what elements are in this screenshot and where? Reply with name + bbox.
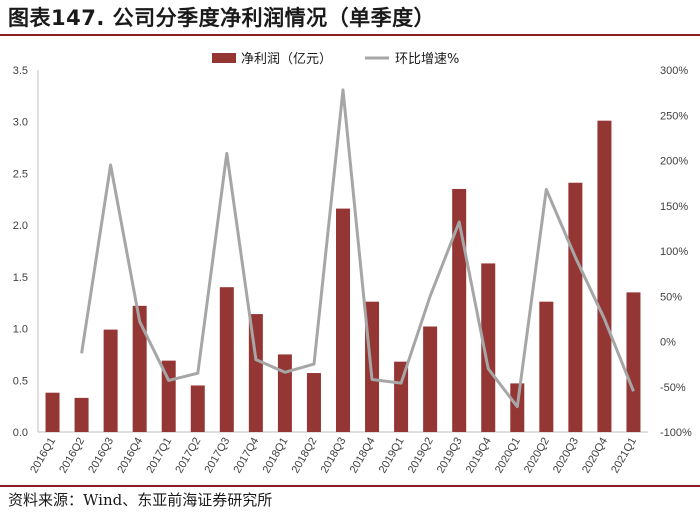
right-axis-tick-label: 200% — [660, 156, 688, 168]
bar-2020Q2 — [539, 301, 554, 432]
bar-2019Q2 — [423, 326, 438, 432]
x-axis-tick-label: 2018Q4 — [348, 436, 378, 476]
page-title: 图表147. 公司分季度净利润情况（单季度） — [8, 6, 436, 30]
x-axis-tick-label: 2016Q2 — [57, 436, 87, 476]
bar-2018Q2 — [306, 373, 321, 432]
bar-2018Q1 — [277, 354, 292, 432]
x-axis-tick-label: 2021Q1 — [609, 436, 639, 476]
right-axis-tick-label: -50% — [660, 382, 686, 394]
x-axis-tick-label: 2016Q4 — [115, 436, 145, 476]
left-axis-tick-label: 0.0 — [13, 427, 28, 439]
left-axis-tick-label: 2.0 — [13, 220, 28, 232]
x-axis-tick-label: 2019Q4 — [464, 436, 494, 476]
x-axis-tick-label: 2019Q1 — [377, 436, 407, 476]
bar-2019Q3 — [452, 188, 467, 432]
x-axis-tick-label: 2017Q1 — [144, 436, 174, 476]
bar-2017Q3 — [219, 287, 234, 432]
x-axis-tick-label: 2016Q1 — [28, 436, 58, 476]
right-axis-tick-label: -100% — [660, 427, 692, 439]
x-axis-tick-label: 2019Q2 — [406, 436, 436, 476]
bar-2020Q3 — [568, 182, 583, 432]
bar-2019Q1 — [394, 361, 409, 432]
right-axis-tick-label: 100% — [660, 246, 688, 258]
right-axis-tick-label: 300% — [660, 65, 688, 77]
x-axis-tick-label: 2019Q3 — [435, 436, 465, 476]
left-axis-tick-label: 3.5 — [13, 65, 28, 77]
x-axis-tick-label: 2017Q2 — [173, 436, 203, 476]
x-axis-tick-label: 2017Q3 — [202, 436, 232, 476]
bar-2016Q1 — [45, 392, 60, 432]
legend-label-growth-rate: 环比增速% — [395, 52, 459, 67]
x-axis-tick-label: 2017Q4 — [231, 436, 261, 476]
right-axis-tick-label: 0% — [660, 337, 676, 349]
bar-2021Q1 — [626, 292, 641, 432]
left-axis-tick-label: 0.5 — [13, 375, 28, 387]
legend-label-net-profit: 净利润（亿元） — [241, 52, 332, 67]
x-axis-tick-label: 2018Q1 — [261, 436, 291, 476]
left-axis-tick-label: 1.5 — [13, 272, 28, 284]
x-axis-tick-label: 2020Q3 — [551, 436, 581, 476]
x-axis-tick-label: 2020Q4 — [580, 436, 610, 476]
bar-2017Q2 — [190, 385, 205, 432]
left-axis-tick-label: 1.0 — [13, 324, 28, 336]
bar-2016Q4 — [132, 305, 147, 432]
bar-2016Q2 — [74, 397, 89, 432]
right-axis-tick-label: 50% — [660, 291, 682, 303]
x-axis-tick-label: 2016Q3 — [86, 436, 116, 476]
source-note: 资料来源：Wind、东亚前海证券研究所 — [8, 491, 273, 509]
x-axis-tick-label: 2020Q1 — [493, 436, 523, 476]
x-axis-tick-label: 2020Q2 — [522, 436, 552, 476]
bar-2018Q3 — [336, 208, 350, 432]
title-divider — [0, 34, 700, 36]
x-axis-tick-label: 2018Q3 — [319, 436, 349, 476]
left-axis-tick-label: 2.5 — [13, 168, 28, 180]
legend-swatch-net-profit — [212, 53, 236, 63]
bar-2019Q4 — [481, 263, 496, 432]
bar-2020Q4 — [597, 120, 612, 433]
right-axis-tick-label: 150% — [660, 201, 688, 213]
x-axis-tick-label: 2018Q2 — [290, 436, 320, 476]
right-axis-tick-label: 250% — [660, 110, 688, 122]
growth-rate-line — [80, 88, 635, 409]
left-axis-tick-label: 3.0 — [13, 117, 28, 129]
footer-divider — [0, 485, 700, 487]
net-profit-chart: 0.0 0.5 1.0 1.5 2.0 2.5 3.0 3.5 -100% -50% 0% 50% 10… — [13, 52, 692, 476]
bar-2016Q3 — [103, 329, 118, 432]
